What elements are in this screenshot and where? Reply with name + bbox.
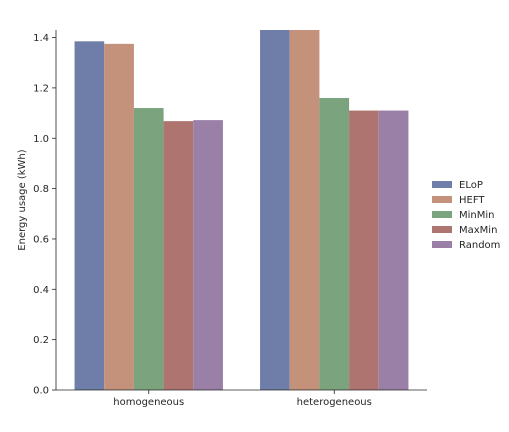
y-tick-label: 0.2 (33, 335, 49, 346)
legend-label-maxmin: MaxMin (459, 225, 497, 236)
legend-swatch-elop (432, 181, 452, 188)
bar-maxmin-heterogeneous (349, 111, 379, 390)
bar-random-homogeneous (193, 120, 223, 390)
legend: ELoP HEFT MinMin MaxMin Random (432, 180, 500, 251)
legend-label-minmin: MinMin (459, 210, 495, 221)
y-tick-label: 0.0 (33, 386, 49, 397)
y-tick-label: 0.8 (33, 184, 49, 195)
legend-label-heft: HEFT (459, 195, 485, 206)
x-axis: homogeneous heterogeneous (56, 390, 427, 408)
x-tick-label: heterogeneous (297, 397, 372, 408)
bar-minmin-homogeneous (134, 108, 164, 390)
y-tick-label: 1.4 (33, 33, 49, 44)
legend-label-random: Random (459, 240, 500, 251)
legend-label-elop: ELoP (459, 180, 483, 191)
y-axis-label: Energy usage (kWh) (17, 149, 28, 250)
bars-group (75, 30, 409, 390)
legend-swatch-random (432, 241, 452, 248)
legend-swatch-heft (432, 196, 452, 203)
bar-elop-homogeneous (75, 41, 105, 390)
y-tick-label: 0.6 (33, 234, 49, 245)
bar-maxmin-homogeneous (164, 121, 194, 390)
y-tick-label: 0.4 (33, 285, 49, 296)
x-tick-label: homogeneous (113, 397, 184, 408)
bar-minmin-heterogeneous (319, 98, 349, 390)
bar-random-heterogeneous (379, 111, 409, 390)
bar-heft-homogeneous (104, 44, 134, 390)
y-tick-label: 1.2 (33, 83, 49, 94)
legend-swatch-minmin (432, 211, 452, 218)
bar-elop-heterogeneous (260, 30, 290, 390)
y-tick-label: 1.0 (33, 134, 49, 145)
bar-heft-heterogeneous (290, 30, 320, 390)
y-axis: 0.0 0.2 0.4 0.6 0.8 1.0 1.2 1.4 (33, 30, 56, 397)
legend-swatch-maxmin (432, 226, 452, 233)
